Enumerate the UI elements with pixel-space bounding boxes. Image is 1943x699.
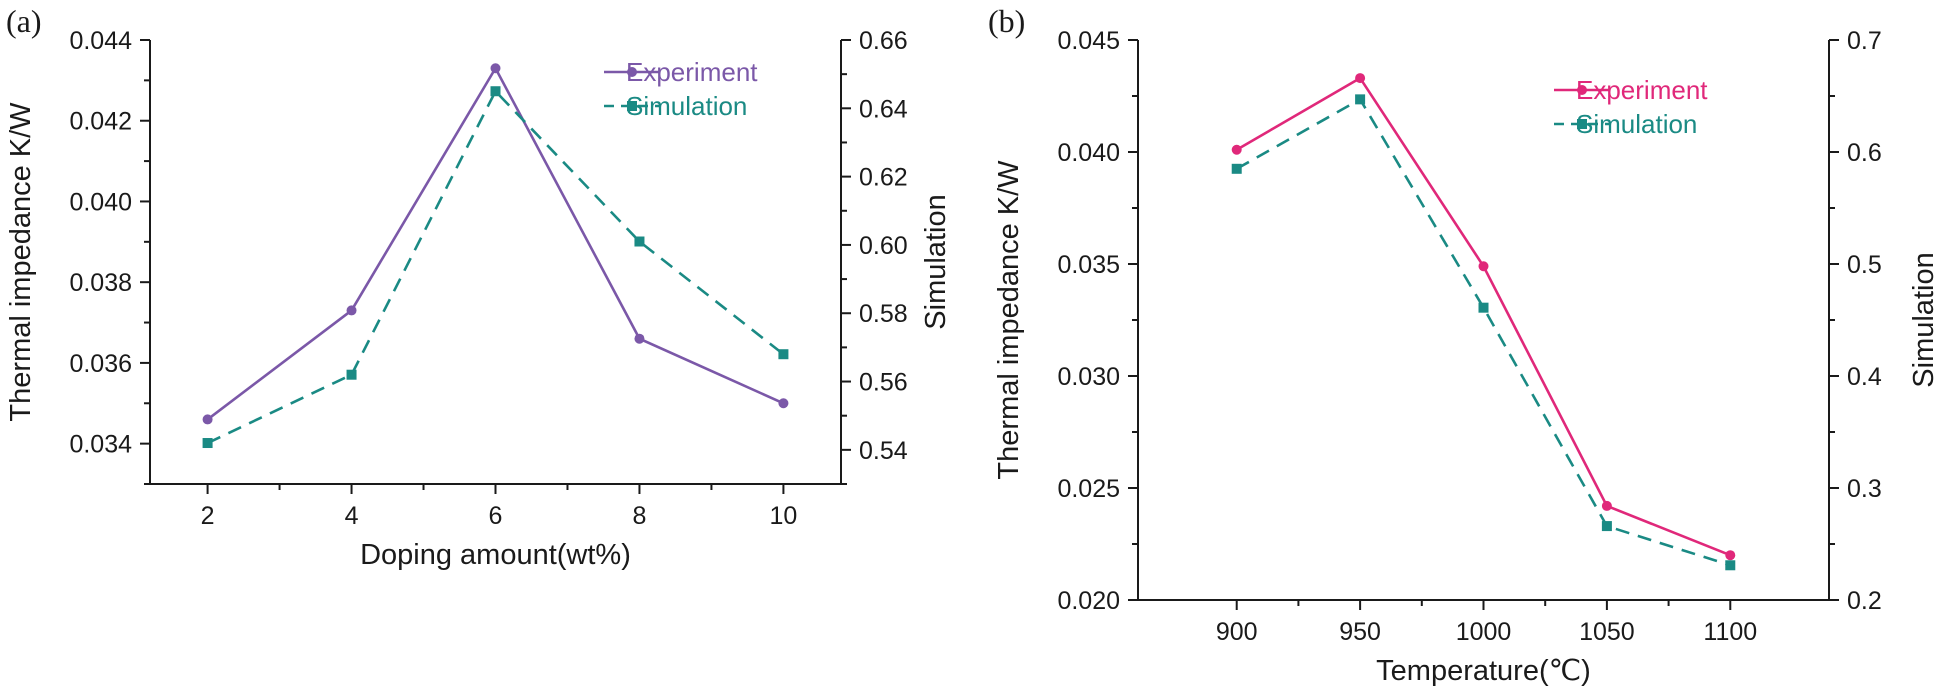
right-tick-label: 0.4 <box>1847 363 1882 391</box>
experiment-data-point <box>1355 73 1366 84</box>
x-tick-label: 900 <box>1216 618 1258 646</box>
right-tick-label: 0.66 <box>859 27 908 55</box>
x-tick-label: 1000 <box>1456 618 1512 646</box>
x-tick-label: 4 <box>345 502 359 530</box>
simulation-data-point <box>1478 302 1489 313</box>
left-tick-label: 0.042 <box>69 108 132 136</box>
right-tick-label: 0.5 <box>1847 251 1882 279</box>
right-tick-label: 0.64 <box>859 95 908 123</box>
left-tick-label: 0.045 <box>1057 27 1120 55</box>
legend-experiment-marker <box>1577 85 1587 95</box>
left-tick-label: 0.025 <box>1057 475 1120 503</box>
experiment-data-point <box>634 333 645 344</box>
x-tick-label: 1050 <box>1579 618 1635 646</box>
right-tick-label: 0.58 <box>859 300 908 328</box>
simulation-data-point <box>1355 94 1366 105</box>
experiment-data-point <box>1725 550 1736 561</box>
simulation-data-point <box>634 236 645 247</box>
left-tick-label: 0.038 <box>69 269 132 297</box>
legend-simulation-label: Simulation <box>626 91 747 121</box>
experiment-data-point <box>1478 261 1489 272</box>
simulation-data-point <box>1231 163 1242 174</box>
right-tick-label: 0.7 <box>1847 27 1882 55</box>
chart-panel-b: (b) 0.020 0.025 0.030 0.035 0.040 0.045 0.2 0.3 0… <box>988 3 1940 687</box>
x-tick-label: 6 <box>489 502 503 530</box>
y-axis-title-left: Thermal impedance K/W <box>5 102 37 422</box>
right-tick-label: 0.60 <box>859 232 908 260</box>
simulation-data-point <box>490 86 501 97</box>
right-tick-label: 0.62 <box>859 164 908 192</box>
x-tick-label: 1100 <box>1703 618 1757 646</box>
left-tick-label: 0.020 <box>1057 587 1120 615</box>
panel-label: (a) <box>6 3 42 39</box>
chart-panel-a: (a) 0.034 0.036 0.038 0.040 0.042 0.044 0.54 0.5… <box>5 3 952 571</box>
right-tick-label: 0.6 <box>1847 139 1882 167</box>
experiment-data-point <box>346 305 357 316</box>
panel-label: (b) <box>988 3 1025 39</box>
simulation-data-point <box>202 438 213 449</box>
simulation-data-point <box>778 349 789 360</box>
right-tick-label: 0.2 <box>1847 587 1882 615</box>
y-axis-title-right: Simulation <box>1908 252 1940 387</box>
left-tick-label: 0.036 <box>69 350 132 378</box>
simulation-series-line <box>207 89 785 445</box>
left-tick-label: 0.035 <box>1057 251 1120 279</box>
simulation-data-point <box>1725 560 1736 571</box>
left-tick-label: 0.030 <box>1057 363 1120 391</box>
left-tick-label: 0.044 <box>69 27 132 55</box>
y-axis-title-left: Thermal impedance K/W <box>993 160 1025 480</box>
experiment-data-point <box>1601 500 1612 511</box>
experiment-series-line <box>1236 76 1731 557</box>
simulation-data-point <box>1601 521 1612 532</box>
legend-simulation-marker <box>627 101 637 111</box>
x-tick-label: 2 <box>201 502 215 530</box>
experiment-data-point <box>1231 144 1242 155</box>
right-tick-label: 0.3 <box>1847 475 1882 503</box>
x-tick-label: 950 <box>1339 618 1381 646</box>
simulation-data-point <box>346 369 357 380</box>
legend-simulation-label: Simulation <box>1576 109 1697 139</box>
legend-simulation-marker <box>1577 119 1587 129</box>
x-axis-title: Doping amount(wt%) <box>360 539 631 571</box>
legend-experiment-label: Experiment <box>1576 75 1708 105</box>
left-tick-label: 0.040 <box>69 188 132 216</box>
right-tick-label: 0.54 <box>859 437 908 465</box>
experiment-data-point <box>202 414 213 425</box>
experiment-data-point <box>490 63 501 74</box>
x-tick-label: 8 <box>633 502 647 530</box>
left-tick-label: 0.040 <box>1057 139 1120 167</box>
legend-experiment-marker <box>627 67 637 77</box>
x-tick-label: 10 <box>770 502 798 530</box>
x-axis-title: Temperature(℃) <box>1376 655 1591 687</box>
right-tick-label: 0.56 <box>859 369 908 397</box>
left-tick-label: 0.034 <box>69 431 132 459</box>
legend-experiment-label: Experiment <box>626 57 758 87</box>
simulation-series-line <box>1236 97 1731 567</box>
y-axis-title-right: Simulation <box>920 194 952 329</box>
experiment-data-point <box>778 398 789 409</box>
